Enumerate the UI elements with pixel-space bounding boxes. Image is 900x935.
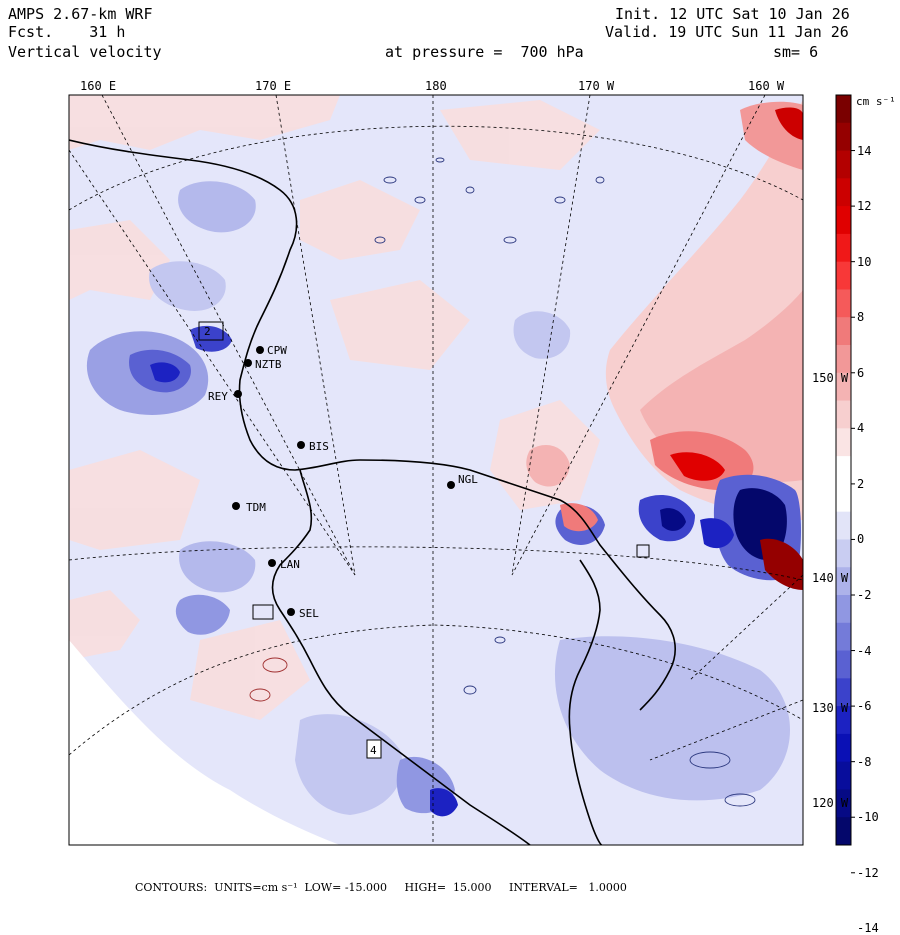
negative-velocity-areas xyxy=(86,181,790,817)
colorbar-tick-label: 4 xyxy=(857,421,865,436)
colorbar-segment xyxy=(836,511,851,540)
intense-convection-cells xyxy=(638,474,803,590)
lon-label: 160 E xyxy=(80,79,117,93)
contour-lines xyxy=(249,157,756,807)
station-label-nztb: NZTB xyxy=(255,358,282,371)
contour-info: CONTOURS: UNITS=cm s⁻¹ LOW= -15.000 HIGH… xyxy=(135,881,627,894)
valid-time: Valid. 19 UTC Sun 11 Jan 26 xyxy=(605,23,849,41)
colorbar-segment xyxy=(836,206,851,235)
graticule xyxy=(69,95,803,845)
variable-name: Vertical velocity xyxy=(8,43,162,61)
colorbar-tick-label: -2 xyxy=(857,588,872,602)
colorbar-unit: cm s⁻¹ xyxy=(856,95,896,108)
colorbar-segment xyxy=(836,789,851,818)
station-label-cpw: CPW xyxy=(267,344,287,357)
colorbar-segment xyxy=(836,122,851,152)
colorbar-segment xyxy=(836,706,851,735)
colorbar-segment xyxy=(836,261,851,290)
ice-region xyxy=(69,640,340,845)
colorbar-tick-label: -8 xyxy=(857,754,872,769)
pressure-level: at pressure = 700 hPa xyxy=(385,43,584,61)
colorbar-tick-label: 8 xyxy=(857,310,865,325)
lon-label: 170 W xyxy=(578,79,615,93)
colorbar-segment xyxy=(836,539,851,568)
station-label-bis: BIS xyxy=(309,440,329,453)
colorbar-tick-label: 6 xyxy=(857,365,865,380)
colorbar-tick-label: -12 xyxy=(857,865,879,880)
colorbar-segment xyxy=(836,456,851,485)
colorbar-segment xyxy=(836,567,851,596)
station-label-sel: SEL xyxy=(299,607,319,620)
coastlines xyxy=(69,139,676,845)
colorbar-segment xyxy=(836,595,851,624)
colorbar-segment xyxy=(836,150,851,179)
colorbar-segment xyxy=(836,345,851,374)
colorbar xyxy=(835,94,855,874)
colorbar-tick-label: 0 xyxy=(857,532,865,547)
colorbar-tick-label: 10 xyxy=(857,254,872,269)
colorbar-segment xyxy=(836,178,851,207)
station-label-rey: REY xyxy=(208,390,228,403)
station-markers xyxy=(232,346,455,616)
station-label-ngl: NGL xyxy=(458,473,478,486)
colorbar-tick-label: -10 xyxy=(857,810,879,825)
forecast-hour: Fcst. 31 h xyxy=(8,23,126,41)
station-label-tdm: TDM xyxy=(246,501,266,514)
lon-label: 160 W xyxy=(748,79,785,93)
colorbar-segment xyxy=(836,817,851,846)
colorbar-tick-label: -6 xyxy=(857,699,872,714)
init-time: Init. 12 UTC Sat 10 Jan 26 xyxy=(615,5,850,23)
vertical-velocity-map xyxy=(68,94,855,874)
model-title: AMPS 2.67-km WRF xyxy=(8,5,153,23)
colorbar-tick-label: 14 xyxy=(857,143,872,158)
colorbar-segment xyxy=(836,650,851,679)
station-label-lan: LAN xyxy=(280,558,300,571)
lat-label: 150 W xyxy=(812,371,849,385)
colorbar-tick-label: -4 xyxy=(857,643,872,658)
colorbar-segment xyxy=(836,733,851,763)
lat-label: 130 W xyxy=(812,701,849,715)
colorbar-segment xyxy=(836,372,851,402)
map-frame xyxy=(68,94,804,846)
colorbar-tick-label: -14 xyxy=(857,921,879,935)
colorbar-tick-label: 2 xyxy=(857,476,865,491)
lon-label: 180 xyxy=(425,79,447,93)
colorbar-frame xyxy=(835,94,852,846)
colorbar-segment xyxy=(836,95,851,124)
lon-label: 170 E xyxy=(255,79,292,93)
lat-label: 120 W xyxy=(812,796,849,810)
domain-box-label: 2 xyxy=(204,325,211,338)
domain-box-label: 4 xyxy=(370,744,377,757)
smoothing-value: sm= 6 xyxy=(773,43,819,61)
lat-label: 140 W xyxy=(812,571,849,585)
colorbar-segment xyxy=(836,233,851,263)
colorbar-segment xyxy=(836,761,851,790)
positive-velocity-areas xyxy=(526,100,803,532)
colorbar-segment xyxy=(836,483,851,513)
colorbar-segment xyxy=(836,428,851,457)
colorbar-segment xyxy=(836,289,851,318)
colorbar-tick-label: 12 xyxy=(857,199,872,214)
colorbar-segment xyxy=(836,317,851,346)
colorbar-segment xyxy=(836,400,851,429)
nested-domain-boxes xyxy=(198,321,650,759)
colorbar-segment xyxy=(836,678,851,707)
colorbar-segment xyxy=(836,622,851,652)
